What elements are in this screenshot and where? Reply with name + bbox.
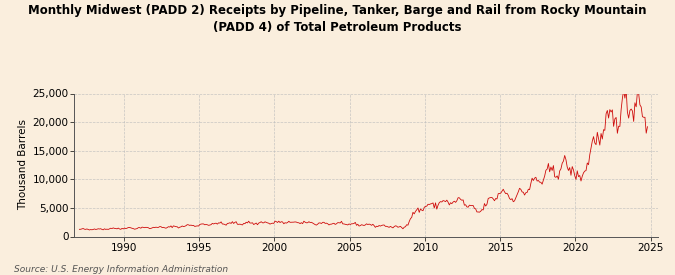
Y-axis label: Thousand Barrels: Thousand Barrels (18, 120, 28, 210)
Text: Source: U.S. Energy Information Administration: Source: U.S. Energy Information Administ… (14, 265, 227, 274)
Text: Monthly Midwest (PADD 2) Receipts by Pipeline, Tanker, Barge and Rail from Rocky: Monthly Midwest (PADD 2) Receipts by Pip… (28, 4, 647, 34)
